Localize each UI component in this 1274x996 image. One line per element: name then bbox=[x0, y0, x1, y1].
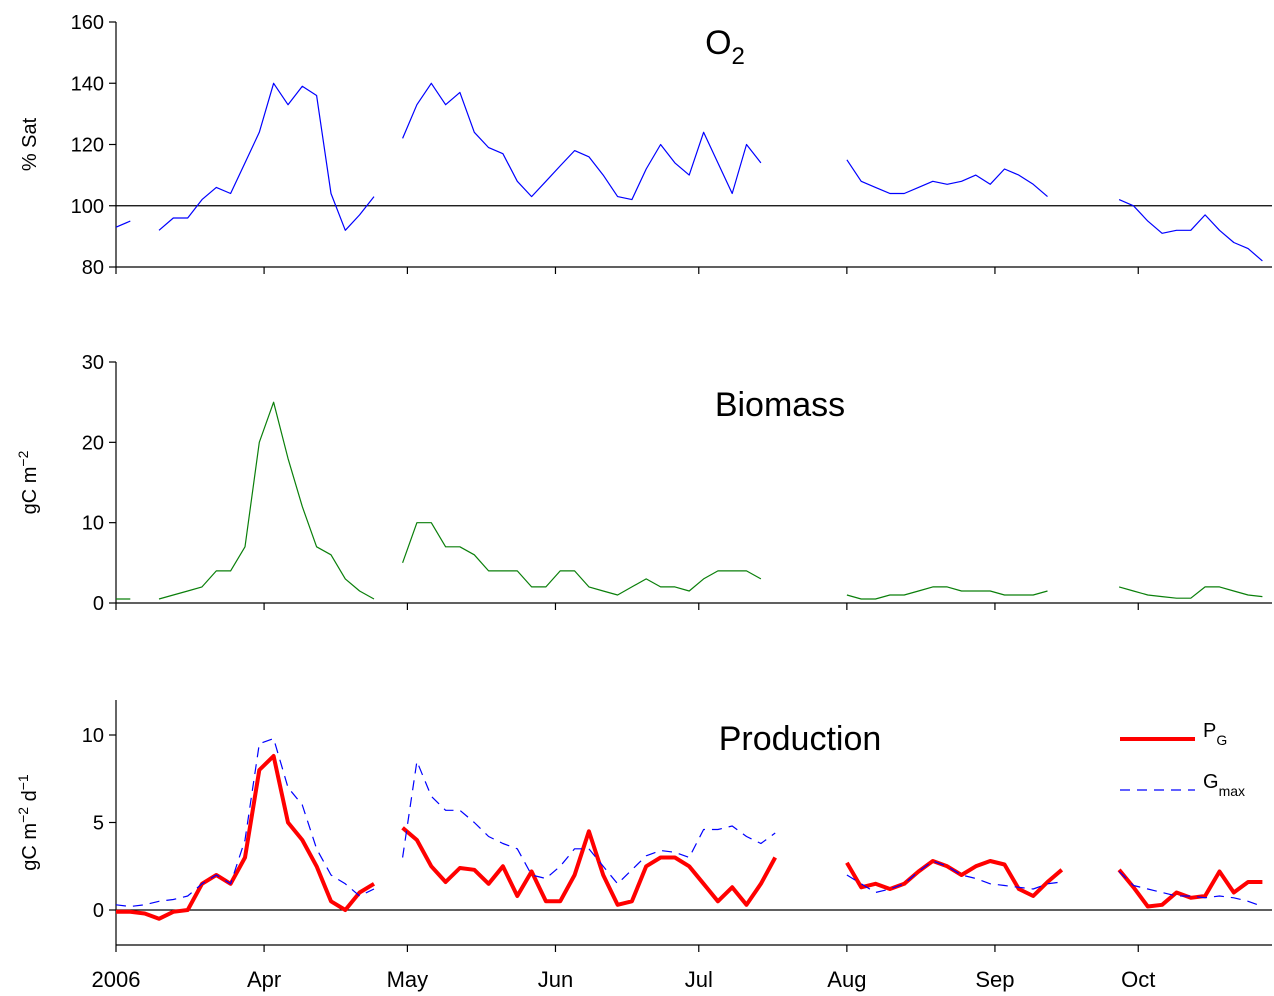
x-tick-label: Aug bbox=[827, 967, 866, 992]
y-tick-label: 160 bbox=[71, 12, 104, 34]
data-line bbox=[115, 82, 1263, 262]
y-tick-label: 100 bbox=[71, 196, 104, 218]
y-axis-label: % Sat bbox=[19, 117, 41, 171]
panel-title: Biomass bbox=[715, 386, 845, 424]
y-label-superscript: −1 bbox=[15, 774, 31, 790]
y-tick-label: 30 bbox=[82, 352, 104, 374]
y-label-text: % Sat bbox=[19, 117, 41, 171]
y-tick-label: 80 bbox=[82, 257, 104, 279]
legend-label: Gmax bbox=[1203, 771, 1245, 799]
y-tick-label: 20 bbox=[82, 432, 104, 454]
legend-subscript: max bbox=[1219, 783, 1245, 799]
x-tick-label: Jul bbox=[685, 967, 713, 992]
y-tick-label: 140 bbox=[71, 73, 104, 95]
x-tick-label: Apr bbox=[247, 967, 281, 992]
y-tick-label: 5 bbox=[93, 813, 104, 835]
panel-title: Production bbox=[719, 720, 882, 758]
y-tick-label: 0 bbox=[93, 593, 104, 615]
panel-title: O2 bbox=[705, 24, 745, 70]
data-line bbox=[116, 754, 1263, 921]
x-tick-label: 2006 bbox=[92, 967, 141, 992]
y-axis-label: gC m−2 d−1 bbox=[15, 774, 41, 871]
y-axis-label: gC m−2 bbox=[15, 450, 41, 514]
x-tick-label: Sep bbox=[975, 967, 1014, 992]
legend-subscript: G bbox=[1216, 732, 1227, 748]
title-subscript: 2 bbox=[732, 43, 745, 70]
data-line bbox=[116, 401, 1263, 600]
y-tick-label: 10 bbox=[82, 513, 104, 535]
y-tick-label: 120 bbox=[71, 135, 104, 157]
title-text: Biomass bbox=[715, 386, 845, 424]
legend-label: PG bbox=[1203, 720, 1227, 748]
y-label-superscript: −2 bbox=[15, 450, 31, 466]
y-tick-label: 0 bbox=[93, 900, 104, 922]
legend-name: G bbox=[1203, 771, 1219, 793]
title-text: O bbox=[705, 24, 731, 62]
y-label-text: gC m bbox=[19, 823, 41, 871]
y-tick-label: 10 bbox=[82, 725, 104, 747]
y-label-text: d bbox=[19, 790, 41, 807]
y-label-text: gC m bbox=[19, 467, 41, 515]
data-line bbox=[115, 737, 1263, 908]
y-label-superscript: −2 bbox=[15, 807, 31, 823]
legend-name: P bbox=[1203, 720, 1216, 742]
x-tick-label: Oct bbox=[1121, 967, 1155, 992]
x-tick-label: May bbox=[387, 967, 429, 992]
title-text: Production bbox=[719, 720, 882, 758]
x-tick-label: Jun bbox=[538, 967, 573, 992]
